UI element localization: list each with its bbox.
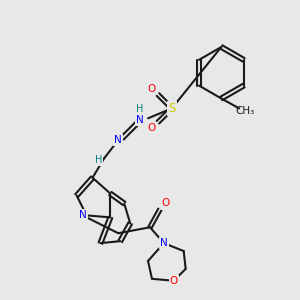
Text: H: H: [95, 155, 102, 165]
Text: O: O: [170, 276, 178, 286]
Text: N: N: [136, 115, 144, 125]
Text: H: H: [136, 104, 144, 114]
Text: O: O: [148, 84, 156, 94]
Text: N: N: [114, 135, 122, 145]
Text: S: S: [168, 102, 176, 115]
Text: N: N: [79, 210, 86, 220]
Text: CH₃: CH₃: [236, 106, 255, 116]
Text: O: O: [148, 123, 156, 133]
Text: N: N: [160, 238, 168, 248]
Text: O: O: [162, 199, 170, 208]
